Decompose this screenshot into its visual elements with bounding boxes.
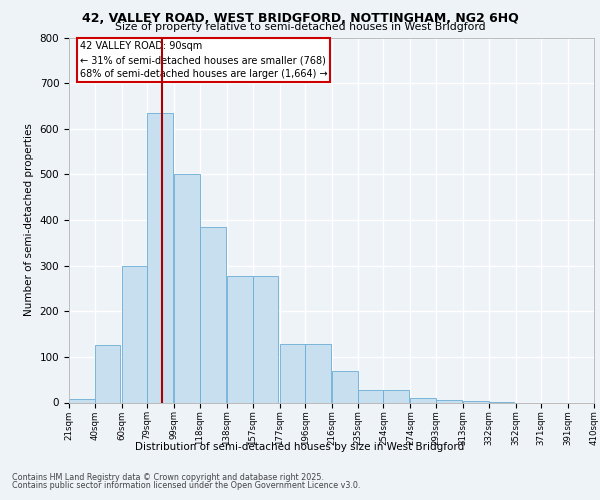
Bar xyxy=(383,390,409,402)
Bar xyxy=(227,276,253,402)
Bar xyxy=(305,344,331,403)
Bar xyxy=(358,390,383,402)
Bar xyxy=(410,398,436,402)
Text: Distribution of semi-detached houses by size in West Bridgford: Distribution of semi-detached houses by … xyxy=(136,442,464,452)
Bar xyxy=(332,370,358,402)
Bar xyxy=(95,346,120,403)
Text: 42, VALLEY ROAD, WEST BRIDGFORD, NOTTINGHAM, NG2 6HQ: 42, VALLEY ROAD, WEST BRIDGFORD, NOTTING… xyxy=(82,12,518,26)
Bar xyxy=(147,113,173,403)
Text: Size of property relative to semi-detached houses in West Bridgford: Size of property relative to semi-detach… xyxy=(115,22,485,32)
Bar xyxy=(253,276,278,402)
Text: Contains HM Land Registry data © Crown copyright and database right 2025.: Contains HM Land Registry data © Crown c… xyxy=(12,472,324,482)
Text: 42 VALLEY ROAD: 90sqm
← 31% of semi-detached houses are smaller (768)
68% of sem: 42 VALLEY ROAD: 90sqm ← 31% of semi-deta… xyxy=(79,41,327,79)
Text: Contains public sector information licensed under the Open Government Licence v3: Contains public sector information licen… xyxy=(12,481,361,490)
Bar xyxy=(200,227,226,402)
Bar xyxy=(122,266,147,402)
Bar xyxy=(280,344,305,403)
Bar xyxy=(174,174,200,402)
Bar xyxy=(436,400,462,402)
Bar xyxy=(463,401,489,402)
Bar xyxy=(69,399,95,402)
Y-axis label: Number of semi-detached properties: Number of semi-detached properties xyxy=(24,124,34,316)
